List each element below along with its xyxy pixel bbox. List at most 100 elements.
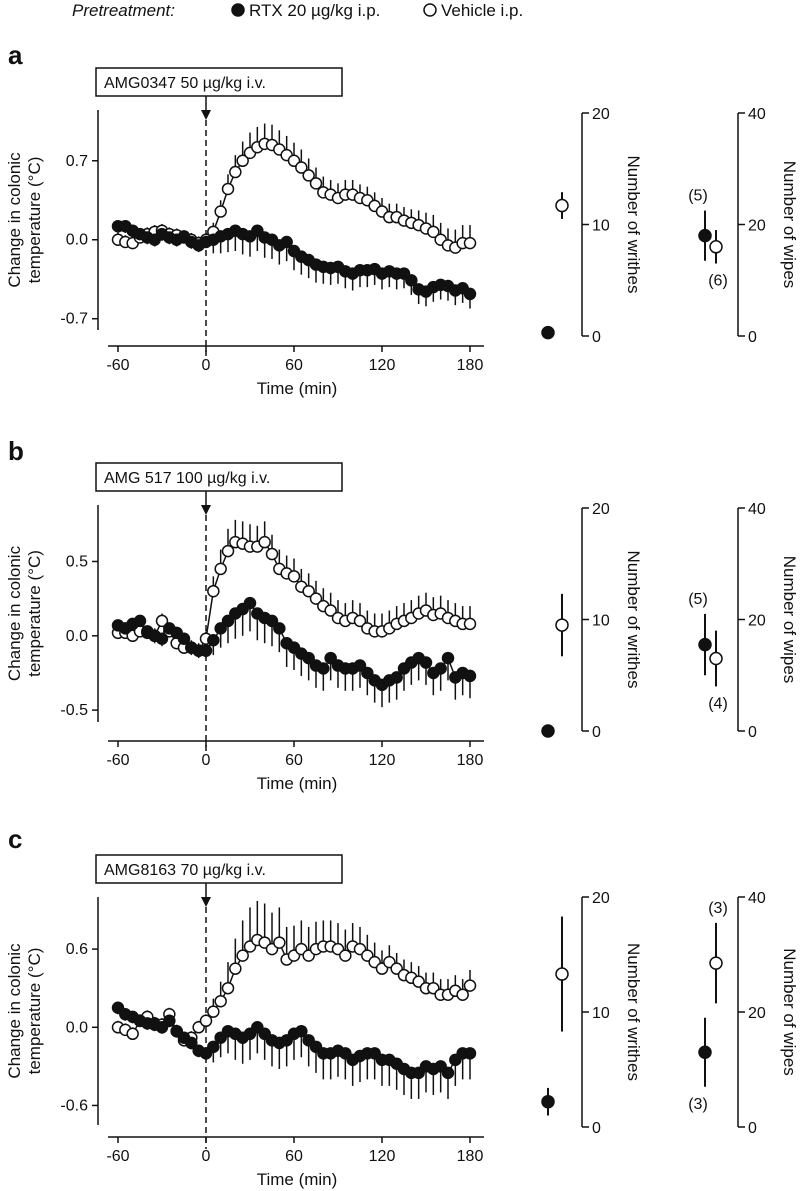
- data-point-rtx: [155, 632, 169, 646]
- data-point-rtx: [207, 1040, 220, 1054]
- wipes-n-label-rtx: (5): [688, 188, 708, 205]
- data-point-vehicle: [463, 236, 477, 250]
- data-point-rtx: [434, 662, 447, 675]
- data-point-rtx: [185, 1036, 198, 1050]
- writhes-tick-label: 20: [592, 106, 610, 123]
- data-point-vehicle: [207, 584, 220, 598]
- panel-letter: a: [8, 40, 23, 70]
- data-point-rtx: [390, 671, 403, 684]
- x-tick-label: -60: [106, 1148, 129, 1165]
- legend-vehicle-marker: [423, 3, 437, 17]
- legend-pretreatment-label: Pretreatment:: [72, 1, 175, 20]
- y-axis-title-line2: temperature (°C): [25, 157, 44, 284]
- y-tick-label: 0.0: [66, 232, 88, 249]
- panel-c: c AMG8163 70 µg/kg i.v. -0.6 0.0 0.6 Change i…: [5, 824, 799, 1189]
- x-tick-label: 120: [369, 357, 396, 374]
- data-point-vehicle: [309, 177, 323, 190]
- data-point-rtx: [419, 656, 433, 669]
- x-tick-label: 0: [202, 1148, 211, 1165]
- x-axis-title: Time (min): [257, 774, 338, 793]
- writhes-point-vehicle: [555, 967, 569, 981]
- data-point-vehicle: [229, 165, 242, 179]
- y-axis-title-line1: Change in colonic: [5, 152, 24, 288]
- wipes-n-label-rtx: (5): [688, 591, 708, 608]
- data-point-rtx: [441, 651, 455, 665]
- data-point-rtx: [221, 614, 235, 628]
- wipes-n-label-vehicle: (6): [708, 273, 728, 290]
- injection-arrow-head: [201, 110, 211, 120]
- writhes-tick-label: 20: [592, 501, 610, 518]
- data-point-vehicle: [287, 570, 301, 583]
- data-point-vehicle: [155, 614, 169, 628]
- panel-letter: b: [8, 436, 24, 466]
- drug-label: AMG0347 50 µg/kg i.v.: [104, 75, 266, 92]
- legend-rtx-marker: [231, 3, 245, 17]
- data-point-vehicle: [126, 1027, 139, 1041]
- wipes-point-rtx: [698, 1045, 712, 1059]
- data-point-vehicle: [463, 617, 477, 631]
- y-axis-title-line2: temperature (°C): [25, 948, 44, 1075]
- data-point-rtx: [265, 614, 279, 628]
- writhes-point-rtx: [541, 1094, 555, 1109]
- y-axis-title-line1: Change in colonic: [5, 545, 24, 681]
- x-tick-label: 120: [369, 1148, 396, 1165]
- y-tick-label: 0.5: [66, 553, 88, 570]
- data-point-vehicle: [353, 614, 367, 628]
- data-point-vehicle: [295, 161, 308, 174]
- wipes-tick-label: 20: [748, 218, 766, 235]
- x-tick-label: 0: [202, 752, 211, 769]
- wipes-tick-label: 20: [748, 1005, 766, 1022]
- x-axis-title: Time (min): [257, 379, 338, 398]
- data-point-rtx: [463, 287, 477, 301]
- data-point-vehicle: [302, 584, 315, 598]
- data-point-vehicle: [309, 592, 323, 605]
- data-point-rtx: [463, 669, 477, 683]
- drug-label: AMG8163 70 µg/kg i.v.: [104, 862, 266, 879]
- data-point-vehicle: [207, 1005, 220, 1018]
- y-axis-title-line2: temperature (°C): [25, 550, 44, 677]
- y-tick-label: 0.7: [66, 153, 88, 170]
- drug-box: [95, 67, 343, 97]
- x-tick-label: 180: [457, 357, 484, 374]
- wipes-tick-label: 40: [748, 106, 766, 123]
- drug-box: [95, 462, 343, 492]
- x-tick-label: 60: [285, 1148, 303, 1165]
- data-point-vehicle: [214, 562, 227, 576]
- data-point-vehicle: [214, 205, 227, 218]
- data-point-rtx: [463, 1047, 477, 1060]
- legend: Pretreatment: RTX 20 µg/kg i.p. Vehicle …: [72, 1, 523, 20]
- y-tick-label: -0.7: [60, 311, 88, 328]
- data-point-vehicle: [199, 1014, 213, 1028]
- wipes-n-label-vehicle: (4): [708, 695, 728, 712]
- x-tick-label: 0: [202, 357, 211, 374]
- data-point-rtx: [295, 1024, 308, 1038]
- writhes-tick-label: 10: [592, 1005, 610, 1022]
- data-point-rtx: [361, 666, 374, 680]
- y-axis-title-line1: Change in colonic: [5, 943, 24, 1079]
- wipes-point-vehicle: [709, 651, 723, 666]
- injection-arrow-head: [201, 505, 211, 515]
- x-tick-label: -60: [106, 752, 129, 769]
- wipes-point-vehicle: [709, 956, 723, 970]
- data-point-rtx: [273, 622, 286, 635]
- x-tick-label: 180: [457, 752, 484, 769]
- y-tick-label: 0.6: [66, 941, 88, 958]
- wipes-tick-label: 40: [748, 501, 766, 518]
- writhes-tick-label: 20: [592, 890, 610, 907]
- panel-letter: c: [8, 824, 22, 854]
- wipes-tick-label: 0: [748, 1120, 757, 1137]
- panel-b: b AMG 517 100 µg/kg i.v. -0.5 0.0 0.5 Change …: [5, 436, 799, 793]
- data-point-vehicle: [265, 547, 279, 561]
- data-point-vehicle: [258, 535, 271, 549]
- x-tick-label: 60: [285, 357, 303, 374]
- data-point-vehicle: [229, 962, 242, 975]
- panels: a AMG0347 50 µg/kg i.v. -0.7 0.0 0.7 Change i…: [5, 40, 799, 1189]
- data-point-rtx: [280, 235, 293, 249]
- data-point-rtx: [177, 632, 191, 646]
- data-point-rtx: [405, 274, 418, 287]
- x-tick-label: 180: [457, 1148, 484, 1165]
- data-point-vehicle: [302, 169, 315, 182]
- data-point-vehicle: [324, 604, 337, 617]
- wipes-n-label-rtx: (3): [688, 1096, 708, 1113]
